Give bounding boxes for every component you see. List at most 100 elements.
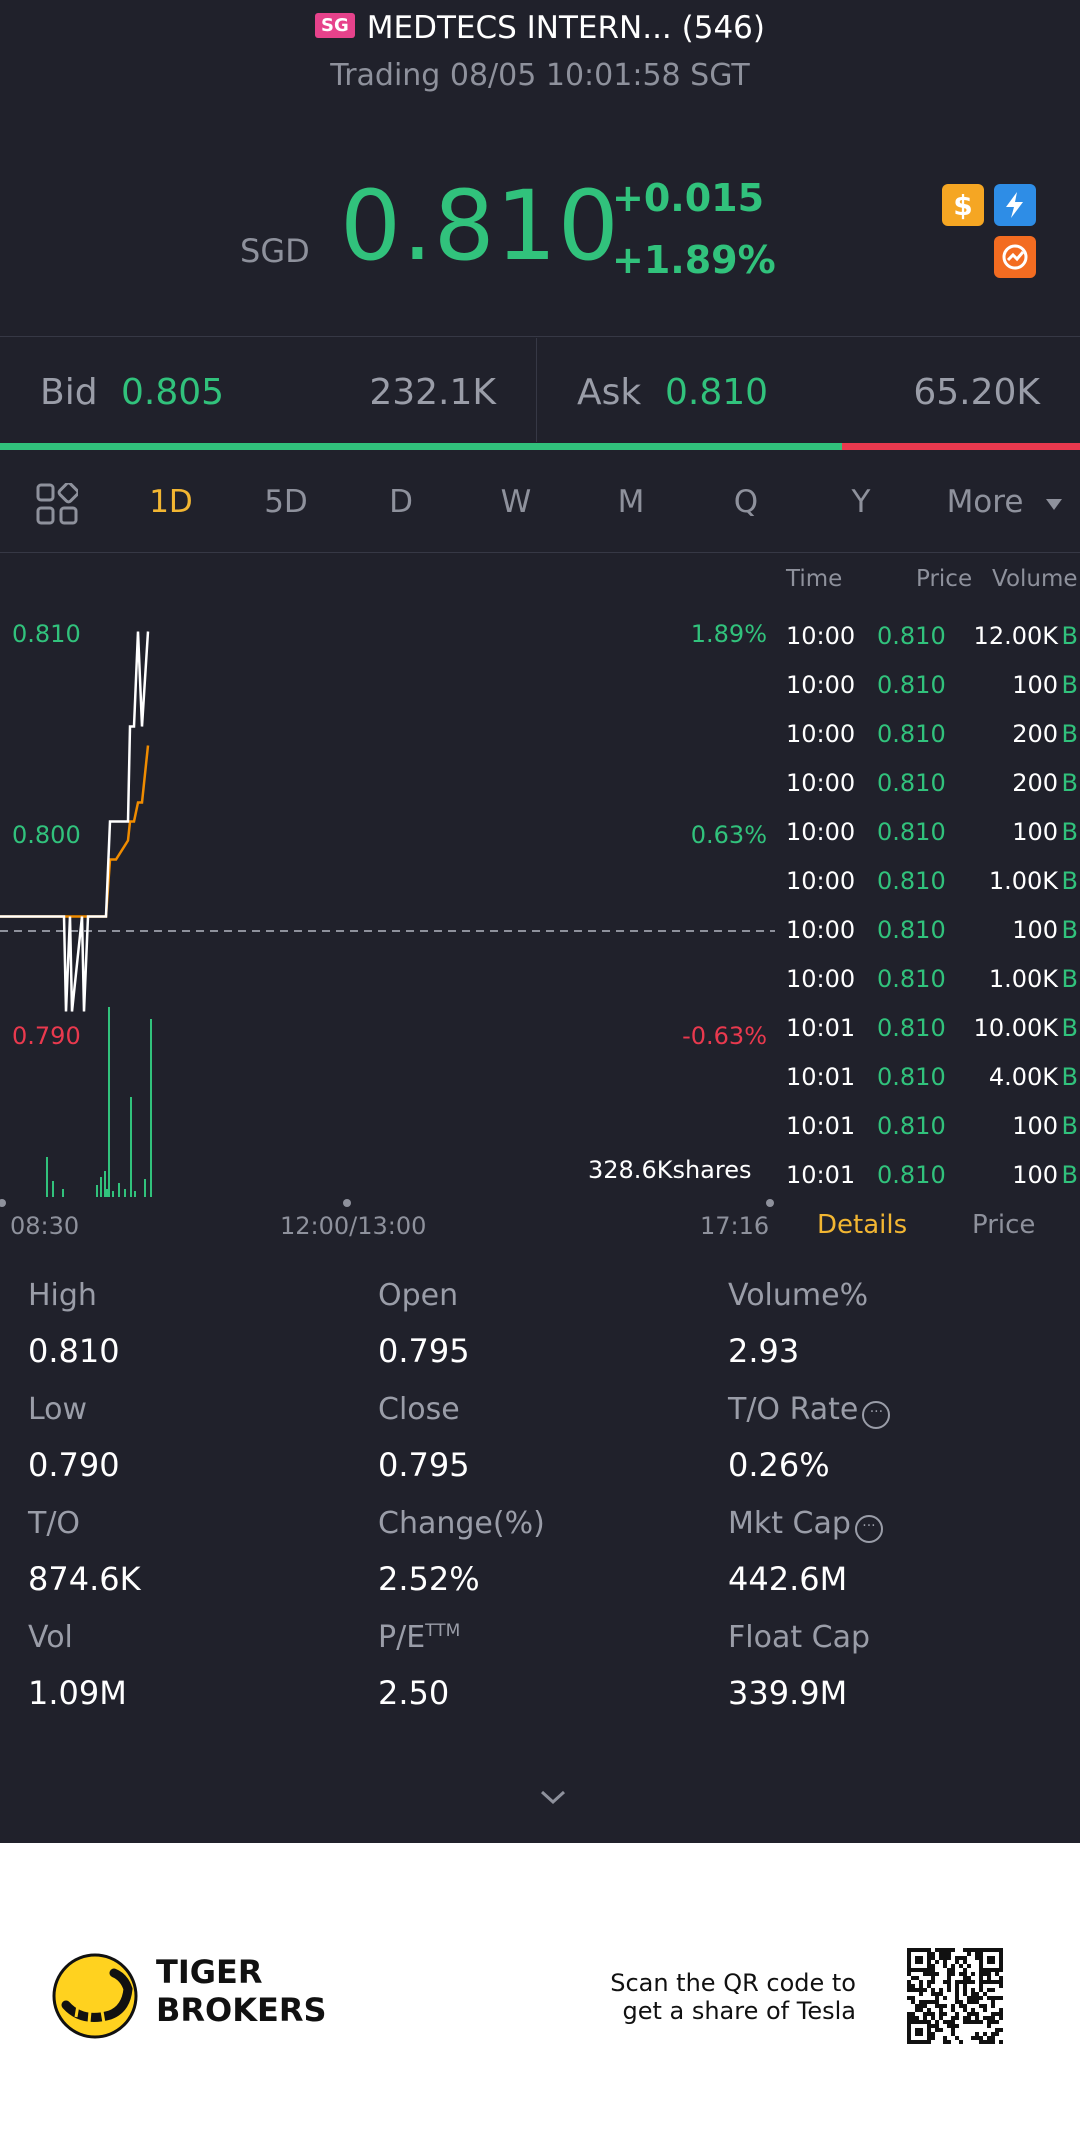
volume-bar — [118, 1183, 120, 1197]
volume-bar — [150, 1019, 152, 1197]
tick-side: B — [1061, 769, 1078, 797]
x-axis-label: 12:00/13:00 — [280, 1212, 427, 1240]
tick-time: 10:00 — [786, 818, 856, 846]
stat-low-value: 0.790 — [28, 1446, 120, 1484]
tick-row: 10:00 0.810 100 B — [784, 818, 1080, 867]
volume-bar — [46, 1157, 48, 1197]
tick-price: 0.810 — [877, 818, 946, 846]
volume-bar — [112, 1191, 114, 1197]
tick-volume: 12.00K — [973, 622, 1058, 650]
tick-time: 10:00 — [786, 720, 856, 748]
tick-row: 10:00 0.810 100 B — [784, 916, 1080, 965]
tab-price[interactable]: Price — [972, 1210, 1036, 1240]
volume-bar — [100, 1177, 102, 1197]
bid-ratio-bar — [0, 443, 843, 450]
stat-change-pct-value: 2.52% — [378, 1560, 480, 1598]
tick-volume: 100 — [1012, 671, 1058, 699]
tick-price: 0.810 — [877, 1063, 946, 1091]
stat-change-pct-label: Change(%) — [378, 1506, 545, 1541]
stat-volume-pct-label: Volume% — [728, 1278, 869, 1313]
volume-bar — [134, 1191, 136, 1197]
expand-chevron-icon[interactable] — [538, 1782, 568, 1812]
tick-time: 10:01 — [786, 1112, 856, 1140]
tick-volume: 4.00K — [988, 1063, 1058, 1091]
tick-row: 10:00 0.810 12.00K B — [784, 622, 1080, 671]
chevron-down-icon[interactable] — [1046, 496, 1062, 515]
intraday-chart[interactable] — [0, 555, 780, 1215]
stat-to-label: T/O — [28, 1506, 81, 1541]
axis-dot — [343, 1199, 351, 1207]
flash-icon[interactable] — [994, 184, 1036, 226]
y-axis-label: 0.790 — [12, 1022, 81, 1050]
tick-side: B — [1061, 671, 1078, 699]
divider — [536, 338, 537, 442]
tick-volume: 200 — [1012, 769, 1058, 797]
tick-header-volume: Volume — [992, 566, 1078, 592]
tab-5d[interactable]: 5D — [264, 484, 308, 520]
tab-q[interactable]: Q — [733, 484, 759, 520]
y-axis-label: 0.810 — [12, 620, 81, 648]
tab-w[interactable]: W — [500, 484, 532, 520]
dollar-icon[interactable]: $ — [942, 184, 984, 226]
tick-side: B — [1061, 1161, 1078, 1189]
axis-dot — [0, 1199, 6, 1207]
layout-grid-icon[interactable] — [36, 481, 80, 529]
tick-side: B — [1061, 1112, 1078, 1140]
tick-header-price: Price — [916, 566, 973, 592]
tick-row: 10:00 0.810 1.00K B — [784, 965, 1080, 1014]
tab-y[interactable]: Y — [851, 484, 871, 520]
stock-title[interactable]: SG MEDTECS INTERN... (546) — [0, 10, 1080, 46]
tick-volume: 100 — [1012, 916, 1058, 944]
bid-volume: 232.1K — [369, 372, 496, 413]
tick-volume: 100 — [1012, 818, 1058, 846]
volume-bar — [104, 1171, 106, 1197]
tick-price: 0.810 — [877, 1112, 946, 1140]
tiger-logo-icon — [52, 1953, 138, 2039]
stat-pe-value: 2.50 — [378, 1674, 450, 1712]
more-info-icon[interactable]: ··· — [854, 1515, 883, 1543]
volume-bar — [144, 1179, 146, 1197]
tick-header-time: Time — [786, 566, 843, 592]
volume-bar — [108, 1007, 110, 1197]
divider — [0, 336, 1080, 337]
more-info-icon[interactable]: ··· — [862, 1401, 891, 1429]
stat-volume-pct-value: 2.93 — [728, 1332, 800, 1370]
market-badge: SG — [314, 13, 355, 38]
tick-price: 0.810 — [877, 1014, 946, 1042]
stat-pe-label: P/ETTM — [378, 1620, 461, 1655]
tick-price: 0.810 — [877, 916, 946, 944]
tab-details[interactable]: Details — [817, 1210, 908, 1240]
stat-high-label: High — [28, 1278, 97, 1313]
tick-row: 10:00 0.810 200 B — [784, 769, 1080, 818]
tab-more[interactable]: More — [946, 484, 1024, 520]
stat-to-value: 874.6K — [28, 1560, 141, 1598]
volume-total-label: 328.6Kshares — [588, 1156, 752, 1184]
tab-m[interactable]: M — [617, 484, 645, 520]
tick-side: B — [1061, 720, 1078, 748]
tick-volume: 1.00K — [988, 965, 1058, 993]
tick-side: B — [1061, 916, 1078, 944]
tick-time: 10:00 — [786, 867, 856, 895]
ask-price: 0.810 — [665, 372, 769, 413]
tick-side: B — [1061, 867, 1078, 895]
ask-volume: 65.20K — [913, 372, 1040, 413]
stat-mkt-cap-label: Mkt Cap ··· — [728, 1506, 883, 1543]
tick-row: 10:01 0.810 4.00K B — [784, 1063, 1080, 1112]
tick-price: 0.810 — [877, 867, 946, 895]
pct-axis-label: 0.63% — [690, 821, 767, 849]
stat-high-value: 0.810 — [28, 1332, 120, 1370]
currency-label: SGD — [240, 232, 310, 270]
tick-row: 10:00 0.810 1.00K B — [784, 867, 1080, 916]
chart-icon[interactable] — [994, 236, 1036, 278]
tab-1d[interactable]: 1D — [149, 484, 193, 520]
stat-to-rate-value: 0.26% — [728, 1446, 830, 1484]
tab-d[interactable]: D — [389, 484, 413, 520]
tick-time: 10:01 — [786, 1014, 856, 1042]
tick-price: 0.810 — [877, 769, 946, 797]
volume-bar — [62, 1189, 64, 1197]
ask-label: Ask — [577, 372, 642, 413]
volume-bar — [130, 1097, 132, 1197]
last-price: 0.810 — [340, 170, 620, 282]
tick-price: 0.810 — [877, 720, 946, 748]
bid-label: Bid — [40, 372, 98, 413]
